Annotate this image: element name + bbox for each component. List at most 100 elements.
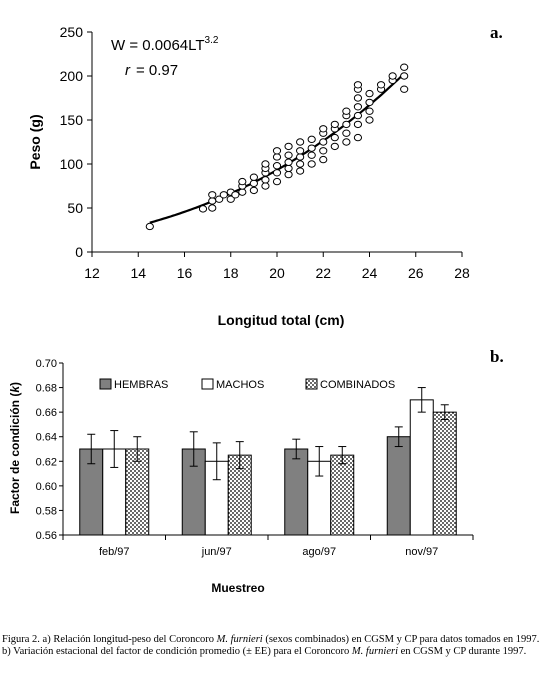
data-points [145,63,409,231]
data-point [272,169,282,177]
category-label: jun/97 [201,546,232,558]
x-ticks: 12 14 16 18 20 22 24 26 28 [84,252,470,281]
y-tick-label: 250 [60,24,84,40]
category-label: feb/97 [99,546,130,558]
x-tick-label: 24 [362,265,378,281]
y-tick-label-b: 0.70 [36,358,57,370]
data-point [198,205,208,213]
data-point [145,222,154,231]
legend-swatch-combinados [305,378,318,390]
panel-a-label: a. [490,23,503,42]
y-ticks: 0 50 100 150 200 250 [60,24,92,260]
y-tick-label-b: 0.60 [36,481,57,493]
data-point [353,120,363,129]
data-point [353,111,363,120]
data-point [353,94,363,102]
data-point [376,81,386,89]
data-point [342,120,351,129]
data-point [296,167,305,175]
data-point [307,144,316,152]
y-tick-label: 100 [60,156,84,172]
data-point [208,197,217,205]
data-point [342,138,351,146]
data-point [296,138,305,146]
data-point [296,147,305,155]
data-point [284,151,293,159]
y-axis-title-b: Factor de condición (k) [8,382,22,514]
data-point [307,135,316,144]
data-point [365,107,374,115]
data-point [261,182,270,190]
legend-label: HEMBRAS [114,379,168,391]
y-tick-label-b: 0.66 [36,407,57,419]
legend-label: COMBINADOS [320,379,395,391]
correlation-coefficient: r = 0.97 [125,62,178,79]
data-point [353,133,363,142]
data-point [307,151,316,159]
data-point [330,120,339,129]
bars [79,387,457,536]
x-tick-label: 18 [223,265,239,281]
y-tick-label: 0 [75,244,83,260]
data-point [284,170,293,179]
data-point [238,188,247,196]
data-point [284,142,293,151]
x-tick-label: 20 [269,265,285,281]
data-point [296,153,305,161]
data-point [272,153,282,161]
y-tick-label-b: 0.64 [36,432,57,444]
data-point [365,116,374,124]
data-point [353,103,363,111]
data-point [342,129,351,137]
x-tick-label: 14 [130,265,146,281]
data-point [365,89,374,98]
data-point [238,177,247,186]
data-point [330,133,339,142]
category-label: nov/97 [405,546,438,558]
data-point [249,179,258,188]
data-point [272,147,282,155]
data-point [353,81,363,89]
data-point [208,204,217,212]
bar-machos-nov/97 [409,399,434,536]
data-point [231,191,240,199]
data-point [319,138,328,146]
bar-hembras-nov/97 [386,436,411,536]
data-point [296,160,305,168]
data-point [261,176,270,184]
data-point [400,63,409,71]
bar-combinados-ago/97 [330,454,355,536]
y-tick-label-b: 0.56 [36,530,57,542]
x-tick-label: 16 [177,265,193,281]
y-tick-label-b: 0.62 [36,456,57,468]
y-tick-label-b: 0.68 [36,383,57,395]
legend-label: MACHOS [216,379,264,391]
data-point [319,147,328,155]
data-point [284,158,293,166]
x-ticks-b: feb/97 jun/97 ago/97 nov/97 [62,535,474,558]
data-point [365,98,374,107]
x-tick-label: 12 [84,265,100,281]
data-point [249,173,258,181]
figure-caption: Figura 2. a) Relación longitud-peso del … [2,634,540,657]
x-tick-label: 28 [454,265,470,281]
data-point [208,191,217,199]
data-point [400,85,409,93]
data-point [388,72,397,80]
data-point [272,177,282,186]
category-label: ago/97 [302,546,336,558]
bar-chart-panel-b: b. 0.70 0.68 0.66 0.64 0.62 0.60 0.58 0.56 feb/… [8,347,504,595]
legend-swatch-hembras [99,378,112,390]
legend-swatch-machos [201,378,214,390]
data-point [330,142,339,151]
x-axis-title: Longitud total (cm) [218,312,345,328]
data-point [219,191,228,199]
data-point [249,186,258,195]
bar-hembras-ago/97 [284,448,309,536]
y-axis-title: Peso (g) [27,114,43,169]
data-point [284,164,293,173]
y-ticks-b: 0.70 0.68 0.66 0.64 0.62 0.60 0.58 0.56 [36,358,63,542]
scatter-plot-panel-a: a. 0 50 100 150 200 250 12 14 16 18 20 22 24 26 28 Pe… [27,23,503,328]
regression-equation: W = 0.0064LT3.2 [111,35,219,54]
